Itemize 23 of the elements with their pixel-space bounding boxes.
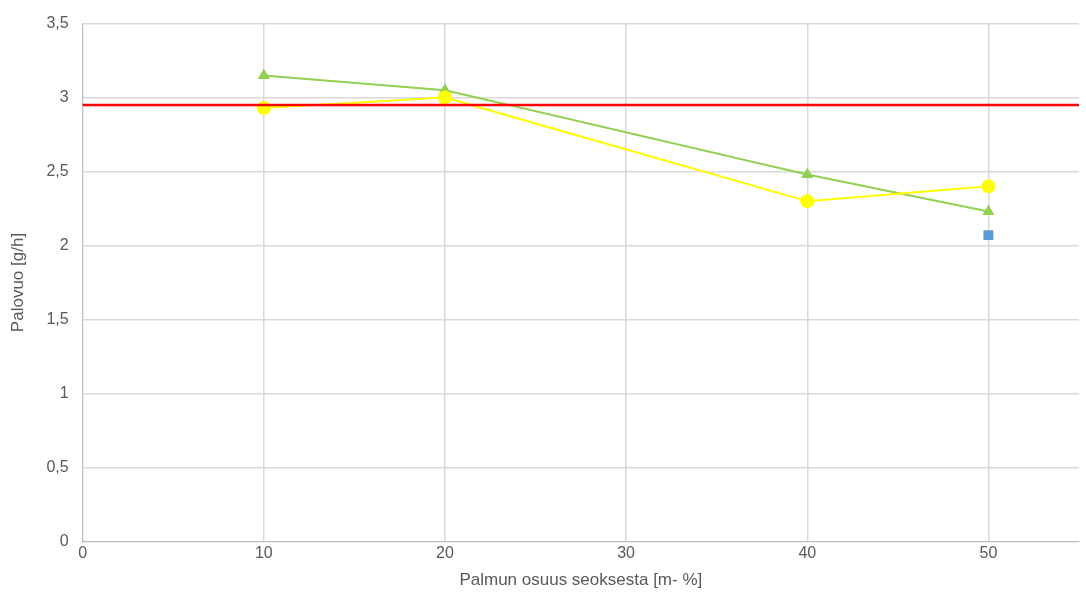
point: [982, 204, 995, 215]
x-tick-label: 50: [979, 544, 998, 562]
y-tick-label: 3,5: [46, 14, 69, 32]
x-tick-label: 10: [254, 544, 273, 562]
y-tick-label: 2,5: [46, 161, 69, 179]
y-tick-label: 3: [59, 87, 69, 105]
y-tick-label: 1: [59, 383, 69, 401]
y-tick-label: 1,5: [46, 309, 69, 327]
point: [981, 179, 996, 194]
x-tick-label: 0: [78, 544, 88, 562]
x-tick-label: 40: [798, 544, 817, 562]
point: [800, 194, 815, 209]
x-tick-label: 30: [617, 544, 636, 562]
point: [257, 68, 270, 79]
x-axis-title: Palmun osuus seoksesta [m- %]: [459, 570, 703, 590]
point: [983, 230, 994, 241]
y-tick-label: 2: [59, 235, 69, 253]
y-axis-title: Palovuo [g/h]: [7, 232, 27, 333]
point: [437, 90, 452, 105]
x-tick-label: 20: [436, 544, 454, 562]
y-tick-label: 0,5: [46, 457, 69, 475]
y-tick-label: 0: [59, 531, 69, 549]
point: [801, 167, 814, 178]
